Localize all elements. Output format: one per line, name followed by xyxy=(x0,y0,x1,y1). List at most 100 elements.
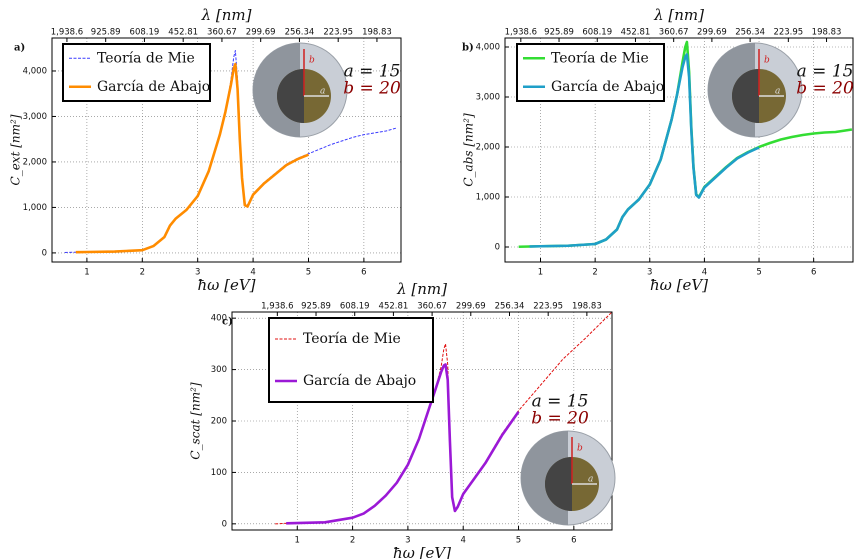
legend-label: García de Abajo xyxy=(97,79,210,95)
x2-tick-label: 452.81 xyxy=(379,302,409,312)
x-tick-label: 3 xyxy=(195,268,200,278)
legend-box xyxy=(62,43,211,102)
inset-label: a xyxy=(320,87,325,97)
y-tick-label: 4,000 xyxy=(476,43,500,53)
series-line xyxy=(529,53,760,248)
x-tick-label: 1 xyxy=(295,536,300,546)
x2-tick-label: 925.89 xyxy=(91,28,121,38)
x2-tick-label: 223.95 xyxy=(533,302,563,312)
x-tick-label: 2 xyxy=(592,268,597,278)
x2-tick-label: 198.83 xyxy=(812,28,842,38)
x2-axis-label: λ [nm] xyxy=(396,280,447,298)
y-tick-label: 2,000 xyxy=(476,143,500,153)
x2-tick-label: 256.34 xyxy=(735,28,765,38)
x2-tick-label: 1,938.6 xyxy=(505,28,537,38)
annotation: b = 20 xyxy=(531,409,589,429)
x2-tick-label: 223.95 xyxy=(773,28,803,38)
y-tick-label: 2,000 xyxy=(23,157,47,167)
x2-tick-label: 360.67 xyxy=(659,28,689,38)
legend-label: García de Abajo xyxy=(303,373,416,389)
x2-tick-label: 1,938.6 xyxy=(261,302,293,312)
x-tick-label: 5 xyxy=(756,268,761,278)
y-axis-label: C_scat [nm²] xyxy=(189,382,203,459)
y-tick-label: 400 xyxy=(211,314,227,324)
panel: 1 2 3 4 5 6 0 1,000 2,000 3,000 4,000 1,938.6 925.89… xyxy=(462,6,854,294)
y-tick-label: 0 xyxy=(222,519,227,529)
panel: 1 2 3 4 5 6 0 1,000 2,000 3,000 4,000 1,938.6 925.89… xyxy=(9,6,402,294)
panel-label: b) xyxy=(462,43,474,54)
inset-label: a xyxy=(775,87,780,97)
annotation: a = 15 xyxy=(797,62,854,82)
plot-frame xyxy=(504,37,854,263)
x2-axis-label: λ [nm] xyxy=(201,6,252,24)
x2-tick-label: 256.34 xyxy=(495,302,525,312)
series-line xyxy=(286,363,520,525)
x2-tick-label: 925.89 xyxy=(301,302,331,312)
series-line xyxy=(75,62,309,254)
y-tick-label: 0 xyxy=(495,243,500,253)
inset-label: a xyxy=(588,475,593,485)
y-tick-label: 1,000 xyxy=(476,193,500,203)
y-tick-label: 0 xyxy=(42,248,47,258)
x2-tick-label: 452.81 xyxy=(621,28,651,38)
y-axis-label: C_abs [nm²] xyxy=(462,113,476,187)
inset-label: b xyxy=(577,444,583,454)
inset-label: b xyxy=(309,56,315,66)
inset-core-cut xyxy=(732,69,759,123)
x2-tick-label: 1,938.6 xyxy=(51,28,83,38)
x2-tick-label: 198.83 xyxy=(572,302,602,312)
x2-tick-label: 452.81 xyxy=(168,28,198,38)
legend-label: Teoría de Mie xyxy=(551,50,649,66)
panel: 1 2 3 4 5 6 0 100 200 300 400 1,938.6 925.89 608.19 45… xyxy=(189,280,616,559)
legend-box xyxy=(268,317,434,403)
x-tick-label: 6 xyxy=(571,536,576,546)
inset-core-cut xyxy=(277,69,304,123)
x2-tick-label: 608.19 xyxy=(582,28,612,38)
x2-tick-label: 299.69 xyxy=(246,28,276,38)
x-axis-label: ħω [eV] xyxy=(197,276,255,294)
x-tick-label: 6 xyxy=(811,268,816,278)
x-axis-label: ħω [eV] xyxy=(393,544,451,559)
x2-tick-label: 198.83 xyxy=(362,28,392,38)
inset-label: b xyxy=(764,56,770,66)
y-tick-label: 4,000 xyxy=(23,66,47,76)
plot-frame xyxy=(51,37,402,263)
x-tick-label: 4 xyxy=(460,536,465,546)
y-tick-label: 3,000 xyxy=(476,93,500,103)
legend-box xyxy=(516,43,665,102)
x2-axis-label: λ [nm] xyxy=(653,6,704,24)
x2-tick-label: 299.69 xyxy=(697,28,727,38)
x-tick-label: 5 xyxy=(306,268,311,278)
x-tick-label: 4 xyxy=(702,268,707,278)
legend-label: García de Abajo xyxy=(551,79,664,95)
x2-tick-label: 299.69 xyxy=(456,302,486,312)
y-tick-label: 3,000 xyxy=(23,112,47,122)
plot-frame xyxy=(231,311,613,531)
y-axis-label: C_ext [nm²] xyxy=(9,114,23,185)
x-tick-label: 2 xyxy=(350,536,355,546)
legend-label: Teoría de Mie xyxy=(97,50,195,66)
x2-tick-label: 223.95 xyxy=(323,28,353,38)
x-tick-label: 4 xyxy=(250,268,255,278)
x2-tick-label: 256.34 xyxy=(285,28,315,38)
x-tick-label: 2 xyxy=(140,268,145,278)
x-tick-label: 1 xyxy=(84,268,89,278)
annotation: a = 15 xyxy=(532,392,589,412)
x2-tick-label: 925.89 xyxy=(544,28,574,38)
y-tick-label: 300 xyxy=(211,365,227,375)
x2-tick-label: 608.19 xyxy=(340,302,370,312)
x2-tick-label: 608.19 xyxy=(130,28,160,38)
y-tick-label: 100 xyxy=(211,468,227,478)
annotation: b = 20 xyxy=(796,79,854,99)
inset-core-cut xyxy=(545,457,572,511)
x-tick-label: 3 xyxy=(405,536,410,546)
legend-label: Teoría de Mie xyxy=(303,331,401,347)
x2-tick-label: 360.67 xyxy=(417,302,447,312)
x-tick-label: 1 xyxy=(538,268,543,278)
x-tick-label: 6 xyxy=(361,268,366,278)
annotation: a = 15 xyxy=(344,62,401,82)
x2-tick-label: 360.67 xyxy=(207,28,237,38)
x-tick-label: 5 xyxy=(516,536,521,546)
x-axis-label: ħω [eV] xyxy=(650,276,708,294)
